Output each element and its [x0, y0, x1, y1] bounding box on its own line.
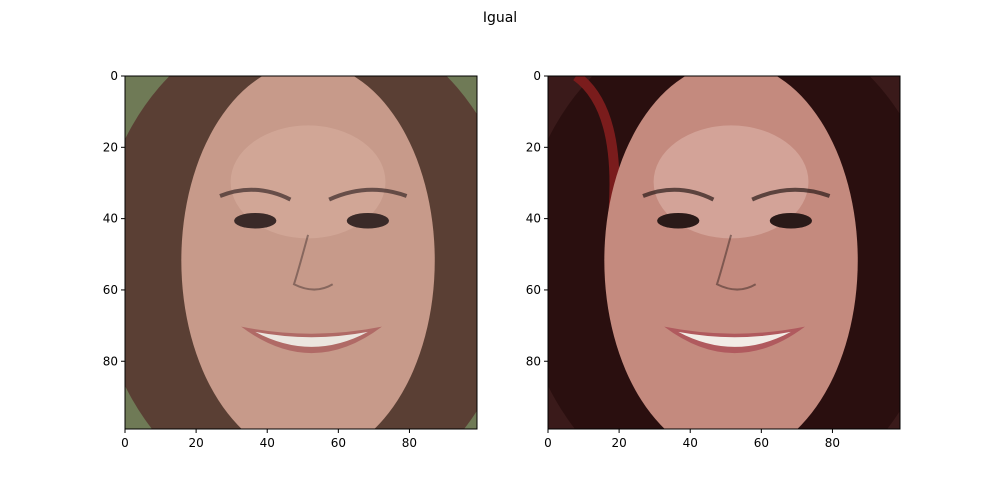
- x-tick-label: 60: [331, 436, 346, 450]
- y-tick-label: 40: [526, 212, 541, 226]
- teeth: [678, 331, 791, 347]
- forehead-highlight: [230, 125, 386, 239]
- y-tick-label: 20: [526, 140, 541, 154]
- y-tick-label: 0: [110, 69, 118, 83]
- left-eyebrow: [642, 187, 715, 202]
- x-tick-label: 40: [683, 436, 698, 450]
- x-tick-label: 20: [188, 436, 203, 450]
- left-subplot: 0 20 40 60 80 0 20 40 60 80: [103, 69, 478, 450]
- left-eyebrow: [219, 187, 292, 202]
- nose: [292, 234, 334, 291]
- right-eye: [769, 212, 812, 229]
- left-eye: [234, 212, 277, 229]
- x-tick-label: 80: [402, 436, 417, 450]
- face-image-1: [548, 76, 900, 429]
- y-tick-label: 60: [103, 283, 118, 297]
- axes-frame-0: [124, 75, 478, 430]
- y-tick-label: 20: [103, 140, 118, 154]
- x-tick-label: 40: [260, 436, 275, 450]
- left-eye: [657, 212, 700, 229]
- y-tick-label: 80: [103, 354, 118, 368]
- x-tick-label: 80: [825, 436, 840, 450]
- face-image-0: [125, 76, 477, 429]
- face-shape: [604, 76, 858, 429]
- right-eyebrow: [751, 187, 831, 202]
- right-eye: [346, 212, 389, 229]
- right-eyebrow: [328, 187, 408, 202]
- x-tick-label: 60: [754, 436, 769, 450]
- axes-frame-1: [547, 75, 901, 430]
- right-subplot: 0 20 40 60 80 0 20 40 60 80: [526, 69, 901, 450]
- y-tick-label: 0: [533, 69, 541, 83]
- teeth: [255, 331, 368, 347]
- x-tick-label: 20: [611, 436, 626, 450]
- x-tick-label: 0: [544, 436, 552, 450]
- y-tick-label: 40: [103, 212, 118, 226]
- y-tick-label: 80: [526, 354, 541, 368]
- y-tick-label: 60: [526, 283, 541, 297]
- face-shape: [181, 76, 435, 429]
- figure-suptitle: Igual: [483, 10, 517, 26]
- nose: [715, 234, 757, 291]
- forehead-highlight: [653, 125, 809, 239]
- x-tick-label: 0: [121, 436, 129, 450]
